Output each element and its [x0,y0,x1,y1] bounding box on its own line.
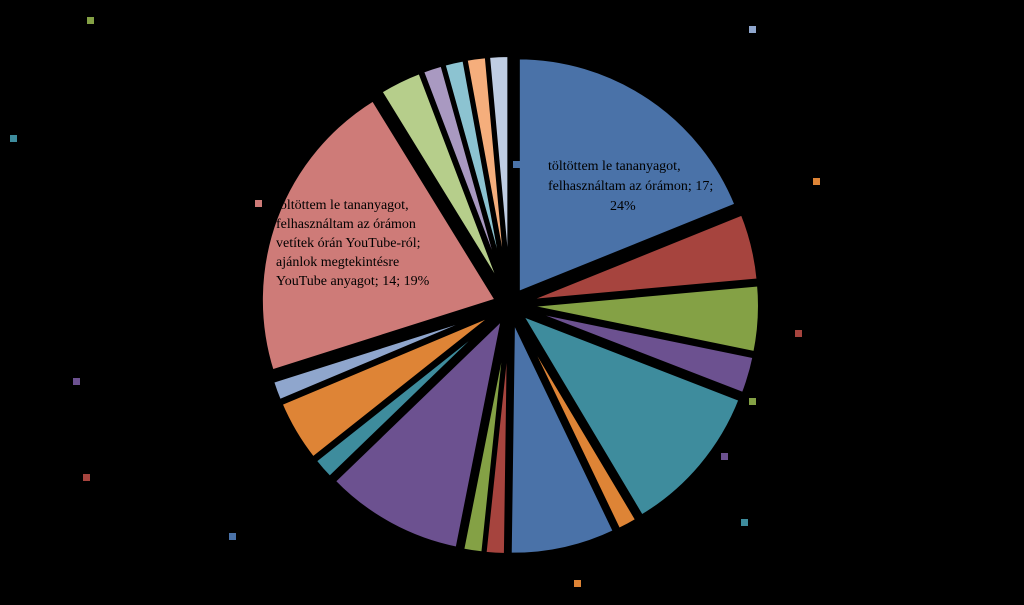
legend-marker-4 [721,453,728,460]
legend-marker-7 [229,533,236,540]
slice-label-line: felhasználtam az órámon [276,217,416,232]
slice-label-line: 24% [610,199,636,214]
legend-marker-14 [255,200,262,207]
pie-slice-6 [514,316,641,533]
slice-label-line: ajánlok megtekintésre [276,255,399,270]
slice-label-line: töltöttem le tananyagot, [276,198,409,213]
pie-slice-9 [459,318,510,556]
pie-slice-1 [515,55,740,297]
legend-marker-9 [87,17,94,24]
legend-marker-5 [741,519,748,526]
pie-slice-13 [269,307,498,404]
pie-slice-7 [507,317,618,557]
legend-marker-8 [83,474,90,481]
legend-marker-2 [795,330,802,337]
legend-marker-1 [513,161,520,168]
legend-marker-13 [749,26,756,33]
slice-label-line: felhasználtam az órámon; 17; [548,179,713,194]
legend-marker-11 [10,135,17,142]
pie-slice-2 [522,210,761,304]
pie-slice-12 [277,310,500,462]
slice-label-1: töltöttem le tananyagot, felhasználtam az… [548,159,713,214]
legend-marker-6 [574,580,581,587]
pie-slice-14 [258,96,500,374]
slice-label-line: YouTube anyagot; 14; 19% [276,274,430,289]
pie-slice-3 [523,282,762,356]
legend-marker-12 [813,178,820,185]
slice-label-line: vetítek órán YouTube-ról; [276,236,421,251]
legend-marker-3 [749,398,756,405]
pie-slice-10 [330,311,507,552]
slice-label-14: töltöttem le tananyagot, felhasználtam az… [276,198,430,289]
pie-slice-19 [485,53,512,292]
pie-slice-11 [311,312,501,481]
pie-slice-4 [522,306,757,397]
pie-slice-5 [516,310,744,520]
slice-label-line: töltöttem le tananyagot, [548,159,681,174]
legend-marker-10 [73,378,80,385]
